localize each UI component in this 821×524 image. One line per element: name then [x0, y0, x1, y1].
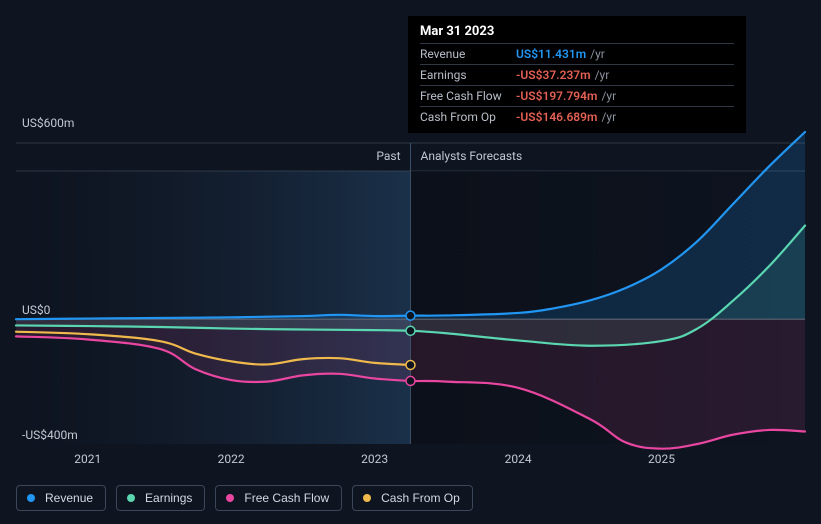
- chart-tooltip: Mar 31 2023 RevenueUS$11.431m/yrEarnings…: [408, 16, 746, 133]
- tooltip-metric-label: Revenue: [420, 47, 516, 61]
- x-axis-labels: 2021 2022 2023 2024 2025: [16, 452, 805, 472]
- tooltip-row: Cash From Op-US$146.689m/yr: [420, 106, 734, 127]
- tooltip-metric-unit: /yr: [595, 68, 610, 82]
- legend-dot-icon: [27, 494, 35, 502]
- forecast-label: Analysts Forecasts: [411, 143, 806, 169]
- earnings-revenue-chart: Past Analysts Forecasts US$600m US$0 -US$4…: [0, 0, 821, 524]
- tooltip-metric-unit: /yr: [590, 47, 605, 61]
- tooltip-row: RevenueUS$11.431m/yr: [420, 43, 734, 64]
- legend-dot-icon: [363, 494, 371, 502]
- y-tick-label: US$0: [22, 303, 50, 317]
- x-tick-label: 2022: [218, 452, 245, 466]
- x-tick-label: 2025: [648, 452, 675, 466]
- tooltip-metric-label: Cash From Op: [420, 110, 516, 124]
- legend-item-free-cash-flow[interactable]: Free Cash Flow: [215, 485, 342, 511]
- past-label: Past: [16, 143, 411, 169]
- tooltip-date: Mar 31 2023: [420, 24, 734, 43]
- tooltip-metric-unit: /yr: [601, 89, 616, 103]
- x-tick-label: 2024: [505, 452, 532, 466]
- y-tick-label: US$600m: [22, 116, 74, 130]
- tooltip-row: Free Cash Flow-US$197.794m/yr: [420, 85, 734, 106]
- y-tick-label: -US$400m: [22, 428, 78, 442]
- x-tick-label: 2023: [361, 452, 388, 466]
- tooltip-metric-label: Free Cash Flow: [420, 89, 516, 103]
- legend-item-label: Free Cash Flow: [244, 491, 329, 505]
- past-region-header: Past: [16, 143, 411, 171]
- legend-item-revenue[interactable]: Revenue: [16, 485, 106, 511]
- tooltip-metric-value: -US$146.689m: [516, 110, 597, 124]
- x-tick-label: 2021: [74, 452, 101, 466]
- tooltip-metric-value: -US$197.794m: [516, 89, 597, 103]
- legend-dot-icon: [226, 494, 234, 502]
- legend-item-label: Cash From Op: [381, 491, 460, 505]
- tooltip-row: Earnings-US$37.237m/yr: [420, 64, 734, 85]
- tooltip-metric-value: -US$37.237m: [516, 68, 591, 82]
- legend-item-cash-from-op[interactable]: Cash From Op: [352, 485, 473, 511]
- legend-item-label: Revenue: [45, 491, 93, 505]
- legend-dot-icon: [127, 494, 135, 502]
- tooltip-metric-unit: /yr: [601, 110, 616, 124]
- tooltip-metric-label: Earnings: [420, 68, 516, 82]
- chart-legend: Revenue Earnings Free Cash Flow Cash From O…: [16, 485, 473, 511]
- forecast-region-header: Analysts Forecasts: [411, 143, 806, 171]
- legend-item-earnings[interactable]: Earnings: [116, 485, 205, 511]
- legend-item-label: Earnings: [145, 491, 192, 505]
- tooltip-metric-value: US$11.431m: [516, 47, 586, 61]
